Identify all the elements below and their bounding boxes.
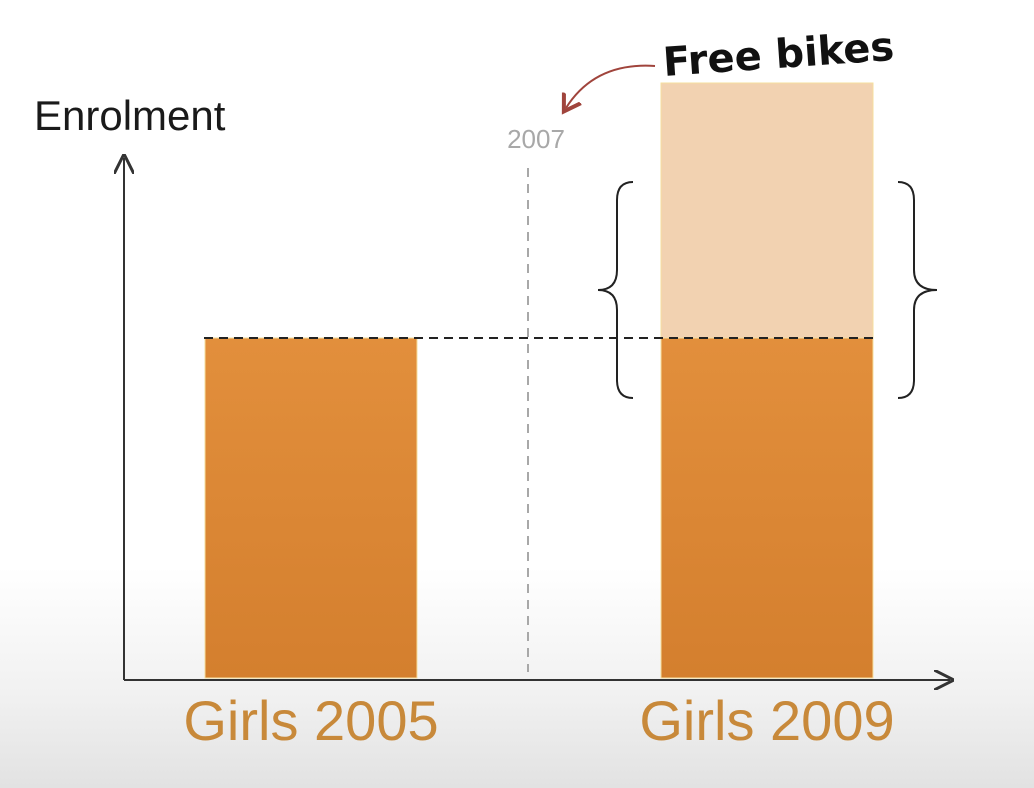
right-brace: [897, 181, 938, 399]
y-axis-label: Enrolment: [34, 92, 226, 139]
category-label-0: Girls 2005: [183, 689, 438, 752]
annotation-free-bikes: Free bikes: [661, 24, 895, 86]
category-label-1: Girls 2009: [639, 689, 894, 752]
event-marker-label: 2007: [507, 124, 565, 154]
bar-0: [204, 337, 418, 679]
bar-1: [660, 337, 874, 679]
annotation-arrow: [566, 64, 656, 108]
left-brace: [597, 181, 634, 399]
bar-increase-1: [660, 82, 874, 339]
